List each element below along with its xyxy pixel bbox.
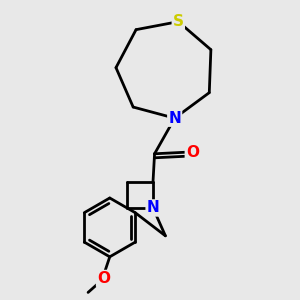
Text: N: N — [168, 111, 181, 126]
Text: O: O — [97, 271, 110, 286]
Text: S: S — [173, 14, 184, 29]
Text: O: O — [186, 145, 199, 160]
Text: N: N — [147, 200, 159, 215]
